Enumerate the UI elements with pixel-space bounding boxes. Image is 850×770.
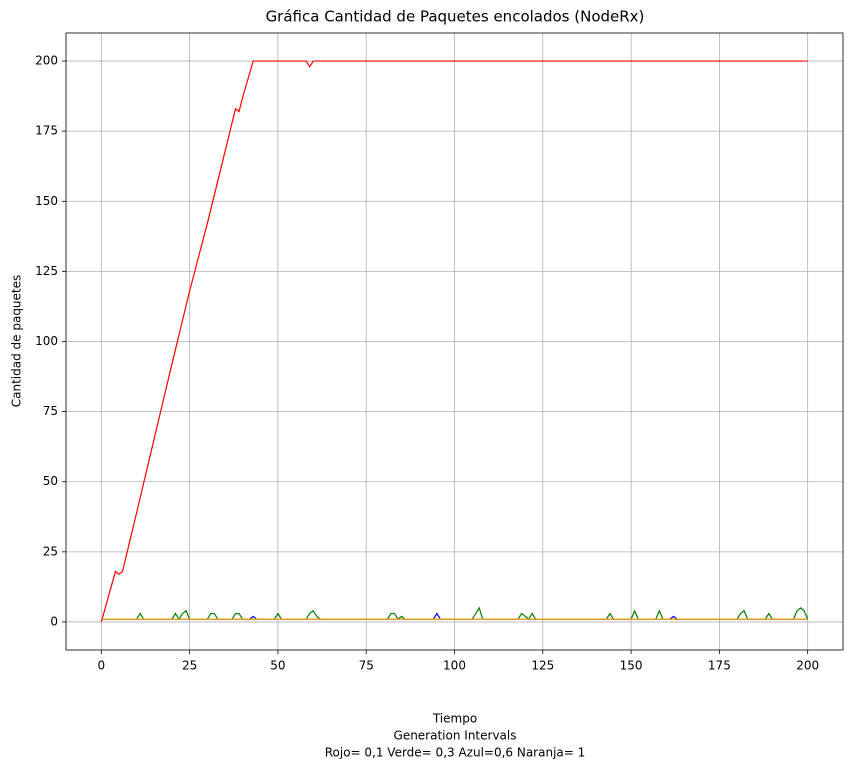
series-line bbox=[101, 612, 808, 620]
x-tick-label: 150 bbox=[620, 659, 643, 673]
x-tick-label: 25 bbox=[182, 659, 197, 673]
series-line bbox=[100, 60, 808, 623]
y-tick-label: 25 bbox=[43, 544, 58, 558]
x-tick-label: 100 bbox=[443, 659, 466, 673]
x-tick-label: 75 bbox=[359, 659, 374, 673]
y-tick-label: 125 bbox=[35, 264, 58, 278]
y-tick-label: 200 bbox=[35, 54, 58, 68]
y-tick-label: 50 bbox=[43, 474, 58, 488]
x-tick-label: 125 bbox=[531, 659, 554, 673]
x-tick-label: 175 bbox=[708, 659, 731, 673]
y-tick-label: 75 bbox=[43, 404, 58, 418]
x-axis-label: Rojo= 0,1 Verde= 0,3 Azul=0,6 Naranja= 1 bbox=[325, 746, 586, 760]
y-tick-label: 100 bbox=[35, 334, 58, 348]
chart-title: Gráfica Cantidad de Paquetes encolados (… bbox=[266, 8, 645, 26]
y-axis-label: Cantidad de paquetes bbox=[10, 275, 24, 408]
y-tick-label: 0 bbox=[50, 614, 58, 628]
x-axis-label: Generation Intervals bbox=[394, 729, 517, 743]
x-axis-label: Tiempo bbox=[432, 712, 477, 726]
x-tick-label: 0 bbox=[97, 659, 105, 673]
y-tick-label: 175 bbox=[35, 124, 58, 138]
plot bbox=[100, 60, 809, 623]
x-tick-label: 50 bbox=[270, 659, 285, 673]
plot-frame bbox=[65, 32, 844, 651]
x-tick-label: 200 bbox=[796, 659, 819, 673]
y-tick-label: 150 bbox=[35, 194, 58, 208]
